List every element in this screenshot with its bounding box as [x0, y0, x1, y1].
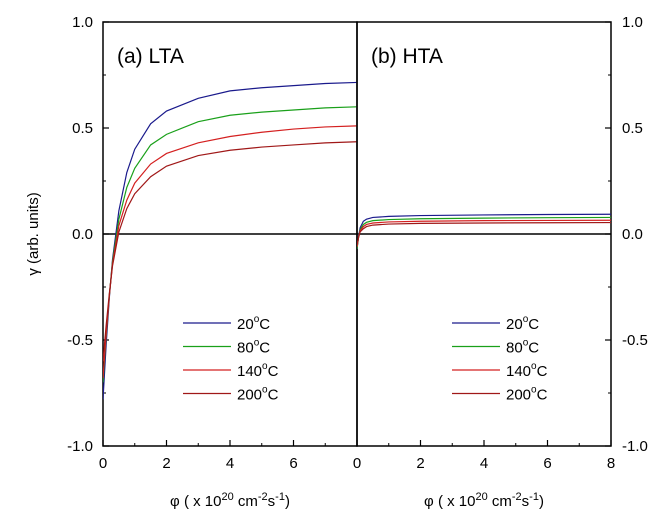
series-line-20	[103, 81, 357, 400]
legend-entry-80: 80oC	[506, 338, 539, 357]
y-tick-label: -1.0	[67, 438, 93, 455]
y-tick-label-right: 1.0	[622, 14, 643, 31]
series-line-140	[103, 125, 357, 379]
x-axis-label-1: φ ( x 1020 cm-2s-1)	[170, 491, 290, 510]
x-tick-label: 6	[543, 455, 551, 472]
y-tick-label-right: -0.5	[622, 332, 648, 349]
legend-entry-20: 20oC	[237, 314, 270, 333]
y-tick-label-right: -1.0	[622, 438, 648, 455]
series-line-200	[103, 141, 357, 362]
legend-entry-20: 20oC	[506, 314, 539, 333]
legend-entry-140: 140oC	[506, 361, 548, 380]
x-tick-label: 4	[480, 455, 488, 472]
y-tick-label-right: 0.0	[622, 226, 643, 243]
x-tick-label: 6	[289, 455, 297, 472]
y-tick-label-right: 0.5	[622, 120, 643, 137]
x-tick-label: 2	[416, 455, 424, 472]
y-tick-label: 0.0	[72, 226, 93, 243]
legend-entry-140: 140oC	[237, 361, 279, 380]
x-tick-label: 8	[607, 455, 615, 472]
y-tick-label: 1.0	[72, 14, 93, 31]
x-axis-label-2: φ ( x 1020 cm-2s-1)	[424, 491, 544, 510]
x-tick-label: 0	[353, 455, 361, 472]
panel-label-2: (b) HTA	[371, 45, 443, 68]
panel-label-1: (a) LTA	[117, 45, 184, 68]
legend-entry-200: 200oC	[237, 385, 279, 404]
y-axis-label: γ (arb. units)	[25, 192, 42, 275]
legend-entry-200: 200oC	[506, 385, 548, 404]
y-tick-label: 0.5	[72, 120, 93, 137]
x-tick-label: 4	[226, 455, 234, 472]
y-tick-label: -0.5	[67, 332, 93, 349]
x-tick-label: 2	[162, 455, 170, 472]
series-line-200	[357, 221, 611, 245]
series-line-80	[103, 106, 357, 383]
legend-entry-80: 80oC	[237, 338, 270, 357]
x-tick-label: 0	[99, 455, 107, 472]
